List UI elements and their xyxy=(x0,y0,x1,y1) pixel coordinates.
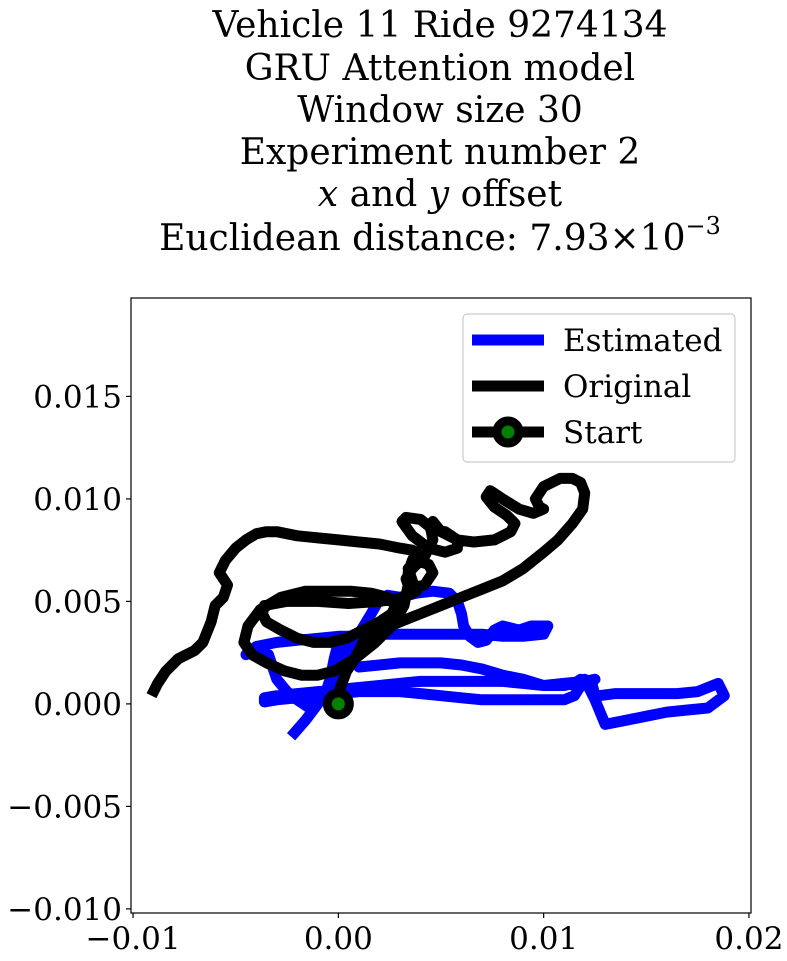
legend-label-start: Start xyxy=(563,415,643,451)
y-tick-label: −0.005 xyxy=(7,789,122,825)
title-line-6: Euclidean distance: 7.93×10−3 xyxy=(159,212,721,259)
title-and: and xyxy=(338,174,429,215)
y-tick-label: 0.000 xyxy=(33,687,122,723)
title-line-5: x and y offset xyxy=(318,174,563,215)
title-distance-prefix: Euclidean distance: 7.93 xyxy=(159,218,609,259)
title-line-3: Window size 30 xyxy=(297,90,583,131)
legend-box xyxy=(462,313,736,463)
title-offset: offset xyxy=(449,174,562,215)
legend-label-original: Original xyxy=(563,369,691,405)
title-x-var: x xyxy=(318,174,338,215)
start-marker xyxy=(322,688,354,720)
series-line-original xyxy=(146,472,591,705)
y-tick-label: −0.010 xyxy=(7,892,122,928)
title-line-4: Experiment number 2 xyxy=(240,132,641,173)
x-tick-label: 0.00 xyxy=(304,921,373,957)
y-axis: −0.010 −0.005 0.000 0.005 0.010 0.015 xyxy=(7,379,131,928)
x-tick-label: 0.01 xyxy=(509,921,578,957)
chart-title: Vehicle 11 Ride 9274134 GRU Attention mo… xyxy=(159,5,721,259)
title-exponent: −3 xyxy=(686,212,721,240)
title-y-var: y xyxy=(427,174,450,215)
series-line-estimated xyxy=(240,585,730,741)
legend-swatch-start-marker xyxy=(492,416,524,448)
title-times: × xyxy=(610,218,640,259)
x-axis: −0.01 0.00 0.01 0.02 xyxy=(86,913,783,957)
plot-area xyxy=(146,472,730,741)
title-base: 10 xyxy=(640,218,686,259)
legend-label-estimated: Estimated xyxy=(563,323,722,359)
legend: Estimated Original Start xyxy=(462,313,736,463)
x-tick-label: −0.01 xyxy=(86,921,181,957)
title-line-2: GRU Attention model xyxy=(245,48,635,89)
y-tick-label: 0.010 xyxy=(33,482,122,518)
y-tick-label: 0.005 xyxy=(33,584,122,620)
title-line-1: Vehicle 11 Ride 9274134 xyxy=(211,5,667,46)
x-tick-label: 0.02 xyxy=(714,921,783,957)
y-tick-label: 0.015 xyxy=(33,379,122,415)
